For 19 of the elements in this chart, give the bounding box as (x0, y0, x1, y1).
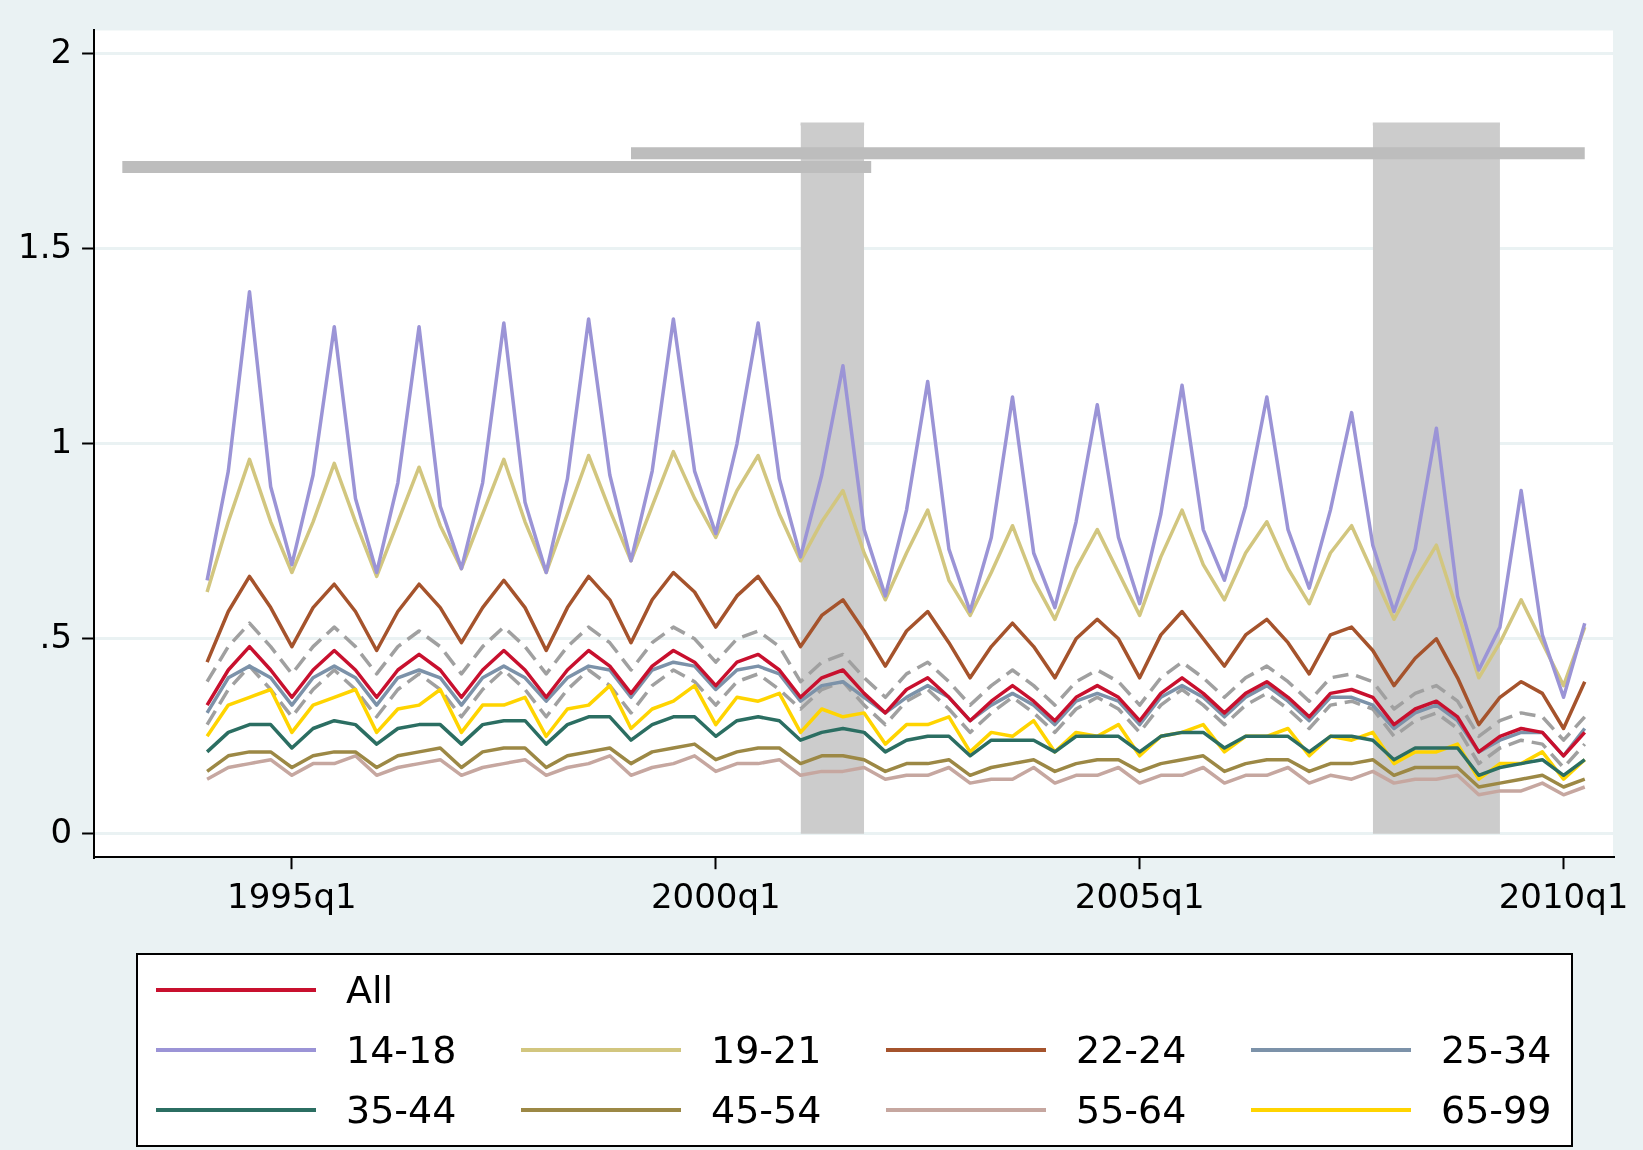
legend-label: 19-21 (711, 1028, 822, 1072)
legend-label: 14-18 (346, 1028, 457, 1072)
x-tick-label: 2005q1 (1074, 876, 1205, 917)
x-tick-label: 2000q1 (650, 876, 781, 917)
y-tick-label: 0 (50, 810, 73, 851)
y-tick-label: 2 (50, 30, 73, 71)
y-tick-label: .5 (39, 615, 73, 656)
legend-label: 22-24 (1076, 1028, 1187, 1072)
y-tick-label: 1 (50, 420, 73, 461)
legend-label: 55-64 (1076, 1088, 1187, 1132)
legend-label: 45-54 (711, 1088, 822, 1132)
legend-label: All (346, 968, 394, 1012)
line-series (205, 621, 1587, 742)
legend-label: 65-99 (1441, 1088, 1552, 1132)
x-tick-label: 2010q1 (1498, 876, 1629, 917)
y-tick-label: 1.5 (17, 225, 73, 266)
x-tick-label: 1995q1 (227, 876, 357, 917)
legend-label: 35-44 (346, 1088, 457, 1132)
legend-label: 25-34 (1441, 1028, 1552, 1072)
